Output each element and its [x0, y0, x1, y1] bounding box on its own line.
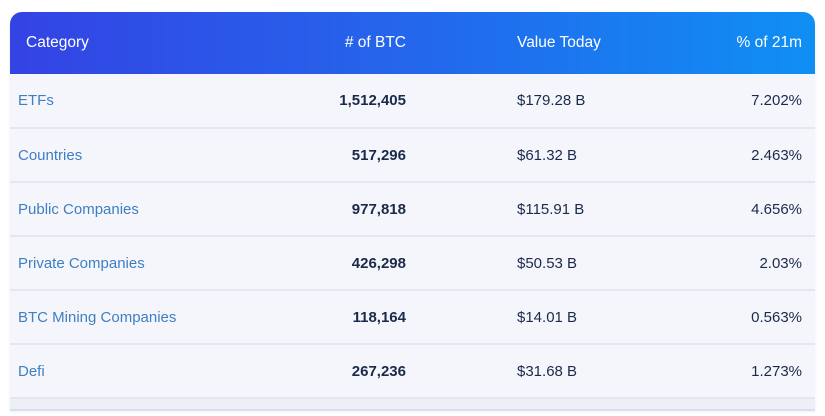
table-row-btc-mining-companies: BTC Mining Companies 118,164 $14.01 B 0.… [10, 290, 815, 344]
value-cell: $115.91 B [517, 200, 585, 218]
pct-cell: 1.273% [751, 362, 802, 380]
btc-count-cell: 267,236 [351, 362, 406, 380]
category-link-countries[interactable]: Countries [18, 146, 83, 164]
table-row-countries: Countries 517,296 $61.32 B 2.463% [10, 128, 815, 182]
category-link-defi[interactable]: Defi [18, 362, 45, 380]
column-header-btc: # of BTC [344, 34, 406, 51]
category-cell: Countries [10, 128, 300, 182]
next-row-partial [10, 399, 815, 411]
category-cell: Defi [10, 344, 300, 398]
value-cell: $31.68 B [517, 362, 578, 380]
value-cell: $179.28 B [517, 92, 586, 109]
pct-cell: 7.202% [751, 92, 802, 109]
category-cell: Private Companies [10, 236, 300, 290]
pct-cell: 2.463% [751, 146, 802, 164]
btc-holdings-table-card: Category # of BTC Value Today % of 21m E… [10, 12, 815, 411]
table-body: ETFs 1,512,405 $179.28 B 7.202% Countrie… [10, 74, 815, 398]
column-header-pct: % of 21m [736, 34, 802, 51]
btc-count-cell: 517,296 [351, 146, 406, 164]
category-link-private-companies[interactable]: Private Companies [18, 254, 145, 272]
column-header-value: Value Today [517, 34, 601, 51]
category-cell: ETFs [10, 74, 300, 128]
category-cell: Public Companies [10, 182, 300, 236]
table-header: Category # of BTC Value Today % of 21m [10, 12, 815, 74]
category-link-public-companies[interactable]: Public Companies [18, 200, 139, 218]
pct-cell: 4.656% [751, 200, 802, 218]
btc-count-cell: 977,818 [351, 200, 406, 218]
category-link-etfs[interactable]: ETFs [18, 92, 54, 109]
table-row-defi: Defi 267,236 $31.68 B 1.273% [10, 344, 815, 398]
btc-count-cell: 426,298 [351, 254, 406, 272]
table-row-private-companies: Private Companies 426,298 $50.53 B 2.03% [10, 236, 815, 290]
btc-holdings-table: Category # of BTC Value Today % of 21m E… [10, 12, 815, 399]
header-row: Category # of BTC Value Today % of 21m [10, 12, 815, 74]
value-cell: $50.53 B [517, 254, 578, 272]
table-row-public-companies: Public Companies 977,818 $115.91 B 4.656… [10, 182, 815, 236]
pct-cell: 0.563% [751, 308, 802, 326]
category-link-btc-mining-companies[interactable]: BTC Mining Companies [18, 308, 177, 326]
value-cell: $14.01 B [517, 308, 578, 326]
category-cell: BTC Mining Companies [10, 290, 300, 344]
column-header-category: Category [26, 34, 89, 51]
pct-cell: 2.03% [759, 254, 802, 272]
btc-count-cell: 118,164 [352, 308, 406, 326]
btc-count-cell: 1,512,405 [339, 92, 406, 109]
table-row-etfs: ETFs 1,512,405 $179.28 B 7.202% [10, 74, 815, 128]
value-cell: $61.32 B [517, 146, 578, 164]
